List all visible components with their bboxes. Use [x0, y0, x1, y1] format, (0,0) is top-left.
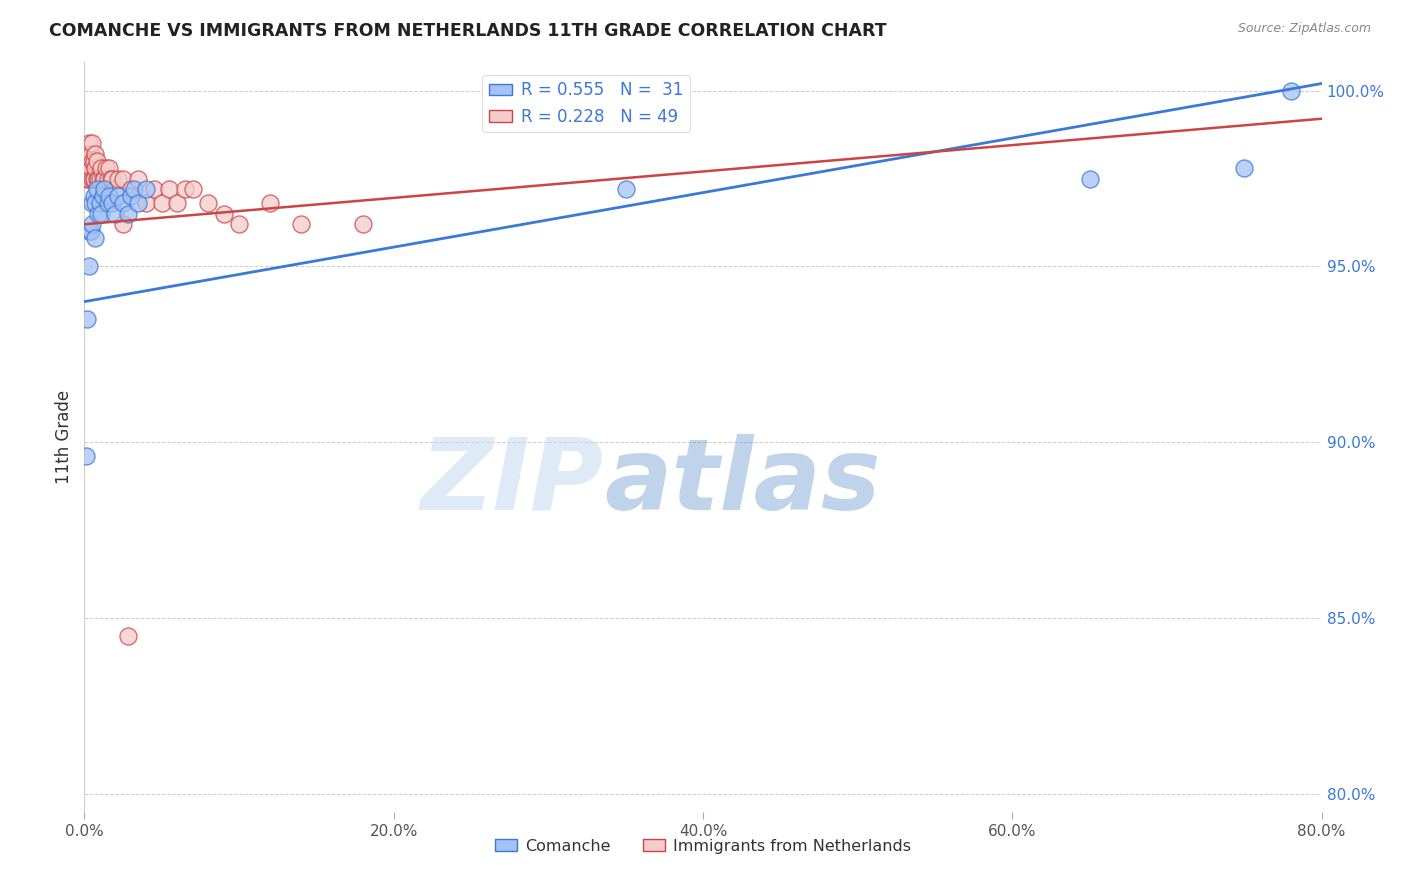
Point	[79, 161, 101, 175]
Point	[83, 171, 105, 186]
Point	[86, 182, 108, 196]
Text: COMANCHE VS IMMIGRANTS FROM NETHERLANDS 11TH GRADE CORRELATION CHART: COMANCHE VS IMMIGRANTS FROM NETHERLANDS …	[49, 22, 887, 40]
Point	[112, 217, 135, 231]
Point	[143, 182, 166, 196]
Point	[89, 171, 111, 186]
Point	[75, 171, 97, 186]
Point	[84, 161, 107, 175]
Point	[84, 231, 107, 245]
Point	[101, 196, 124, 211]
Point	[101, 171, 124, 186]
Point	[83, 189, 105, 203]
Point	[93, 182, 115, 196]
Point	[98, 189, 121, 203]
Point	[228, 217, 250, 231]
Point	[98, 161, 121, 175]
Point	[135, 196, 157, 211]
Point	[107, 189, 129, 203]
Point	[76, 161, 98, 175]
Point	[166, 196, 188, 211]
Text: atlas: atlas	[605, 434, 880, 531]
Point	[112, 196, 135, 211]
Point	[96, 196, 118, 211]
Point	[86, 153, 108, 168]
Point	[77, 260, 100, 274]
Point	[1279, 84, 1302, 98]
Point	[82, 153, 104, 168]
Point	[1078, 171, 1101, 186]
Point	[212, 207, 235, 221]
Point	[94, 161, 117, 175]
Point	[77, 136, 100, 151]
Point	[79, 147, 101, 161]
Point	[76, 147, 98, 161]
Point	[82, 196, 104, 211]
Point	[84, 147, 107, 161]
Point	[82, 217, 104, 231]
Point	[614, 182, 637, 196]
Point	[181, 182, 204, 196]
Point	[104, 207, 127, 221]
Point	[290, 217, 312, 231]
Y-axis label: 11th Grade: 11th Grade	[55, 390, 73, 484]
Point	[82, 136, 104, 151]
Point	[174, 182, 197, 196]
Point	[87, 171, 110, 186]
Point	[77, 153, 100, 168]
Point	[90, 161, 112, 175]
Point	[120, 182, 142, 196]
Point	[82, 171, 104, 186]
Text: Source: ZipAtlas.com: Source: ZipAtlas.com	[1237, 22, 1371, 36]
Point	[87, 207, 110, 221]
Point	[259, 196, 281, 211]
Point	[79, 224, 101, 238]
Point	[77, 171, 100, 186]
Point	[122, 182, 145, 196]
Point	[89, 196, 111, 211]
Point	[1233, 161, 1256, 175]
Point	[150, 196, 173, 211]
Point	[91, 171, 114, 186]
Point	[90, 207, 112, 221]
Legend: Comanche, Immigrants from Netherlands: Comanche, Immigrants from Netherlands	[488, 832, 918, 860]
Point	[197, 196, 219, 211]
Point	[135, 182, 157, 196]
Point	[93, 171, 115, 186]
Point	[117, 207, 139, 221]
Point	[77, 224, 100, 238]
Point	[107, 171, 129, 186]
Text: ZIP: ZIP	[420, 434, 605, 531]
Point	[75, 450, 97, 464]
Point	[127, 171, 149, 186]
Point	[117, 629, 139, 643]
Point	[100, 171, 122, 186]
Point	[159, 182, 180, 196]
Point	[86, 171, 108, 186]
Point	[84, 196, 107, 211]
Point	[112, 171, 135, 186]
Point	[104, 182, 127, 196]
Point	[127, 196, 149, 211]
Point	[91, 189, 114, 203]
Point	[83, 153, 105, 168]
Point	[96, 171, 118, 186]
Point	[75, 153, 97, 168]
Point	[83, 171, 105, 186]
Point	[120, 189, 142, 203]
Point	[76, 312, 98, 326]
Point	[352, 217, 374, 231]
